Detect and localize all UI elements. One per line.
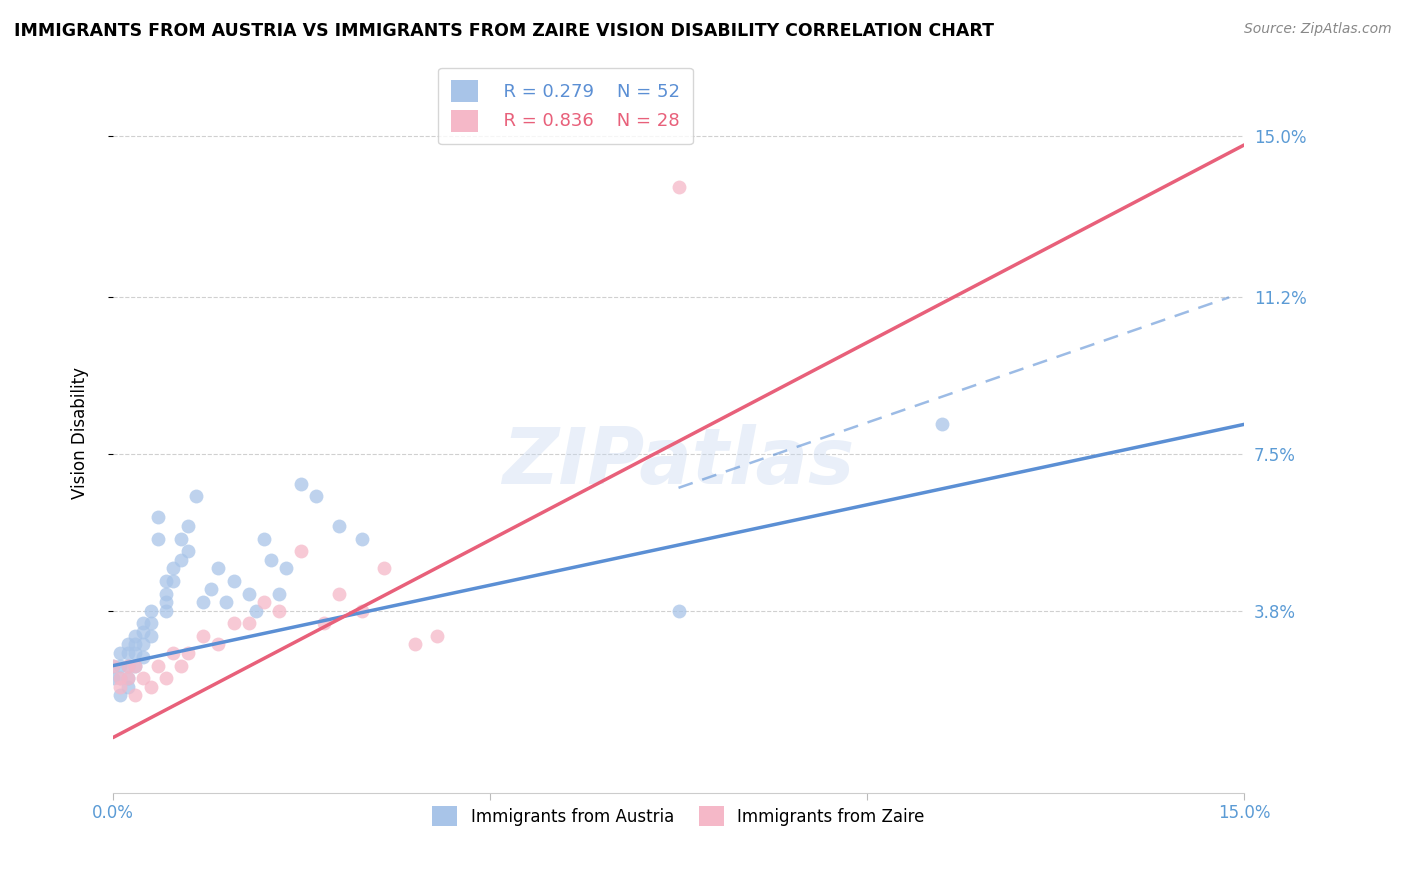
- Point: [132, 671, 155, 685]
- Point: [170, 658, 193, 673]
- Point: [426, 629, 449, 643]
- Point: [155, 595, 177, 609]
- Point: [184, 489, 207, 503]
- Point: [110, 658, 132, 673]
- Point: [177, 544, 200, 558]
- Point: [238, 587, 260, 601]
- Point: [139, 680, 162, 694]
- Y-axis label: Vision Disability: Vision Disability: [72, 367, 89, 499]
- Point: [207, 638, 229, 652]
- Legend: Immigrants from Austria, Immigrants from Zaire: Immigrants from Austria, Immigrants from…: [425, 797, 934, 835]
- Point: [155, 671, 177, 685]
- Point: [110, 646, 132, 660]
- Point: [117, 658, 139, 673]
- Point: [260, 553, 283, 567]
- Point: [146, 532, 169, 546]
- Point: [132, 650, 155, 665]
- Point: [117, 658, 139, 673]
- Point: [162, 561, 184, 575]
- Point: [668, 180, 690, 194]
- Point: [931, 417, 953, 432]
- Point: [139, 629, 162, 643]
- Point: [267, 587, 290, 601]
- Point: [139, 616, 162, 631]
- Point: [276, 561, 298, 575]
- Point: [267, 604, 290, 618]
- Point: [155, 574, 177, 588]
- Point: [124, 629, 146, 643]
- Point: [305, 489, 328, 503]
- Point: [101, 671, 124, 685]
- Point: [101, 658, 124, 673]
- Point: [110, 671, 132, 685]
- Text: ZIPatlas: ZIPatlas: [502, 424, 855, 500]
- Point: [117, 671, 139, 685]
- Point: [132, 616, 155, 631]
- Point: [124, 688, 146, 702]
- Point: [132, 638, 155, 652]
- Text: Source: ZipAtlas.com: Source: ZipAtlas.com: [1244, 22, 1392, 37]
- Point: [124, 658, 146, 673]
- Point: [253, 532, 276, 546]
- Point: [170, 553, 193, 567]
- Point: [350, 532, 373, 546]
- Point: [110, 671, 132, 685]
- Point: [155, 587, 177, 601]
- Point: [200, 582, 222, 597]
- Point: [312, 616, 335, 631]
- Point: [215, 595, 238, 609]
- Point: [124, 646, 146, 660]
- Point: [155, 604, 177, 618]
- Text: IMMIGRANTS FROM AUSTRIA VS IMMIGRANTS FROM ZAIRE VISION DISABILITY CORRELATION C: IMMIGRANTS FROM AUSTRIA VS IMMIGRANTS FR…: [14, 22, 994, 40]
- Point: [222, 616, 245, 631]
- Point: [110, 688, 132, 702]
- Point: [124, 658, 146, 673]
- Point: [146, 510, 169, 524]
- Point: [207, 561, 229, 575]
- Point: [117, 671, 139, 685]
- Point: [117, 646, 139, 660]
- Point: [253, 595, 276, 609]
- Point: [110, 680, 132, 694]
- Point: [328, 519, 350, 533]
- Point: [139, 604, 162, 618]
- Point: [193, 595, 215, 609]
- Point: [193, 629, 215, 643]
- Point: [350, 604, 373, 618]
- Point: [328, 587, 350, 601]
- Point: [117, 680, 139, 694]
- Point: [162, 646, 184, 660]
- Point: [117, 638, 139, 652]
- Point: [290, 476, 312, 491]
- Point: [668, 604, 690, 618]
- Point: [132, 624, 155, 639]
- Point: [238, 616, 260, 631]
- Point: [177, 646, 200, 660]
- Point: [245, 604, 267, 618]
- Point: [290, 544, 312, 558]
- Point: [146, 658, 169, 673]
- Point: [373, 561, 395, 575]
- Point: [170, 532, 193, 546]
- Point: [404, 638, 426, 652]
- Point: [101, 658, 124, 673]
- Point: [124, 638, 146, 652]
- Point: [222, 574, 245, 588]
- Point: [162, 574, 184, 588]
- Point: [177, 519, 200, 533]
